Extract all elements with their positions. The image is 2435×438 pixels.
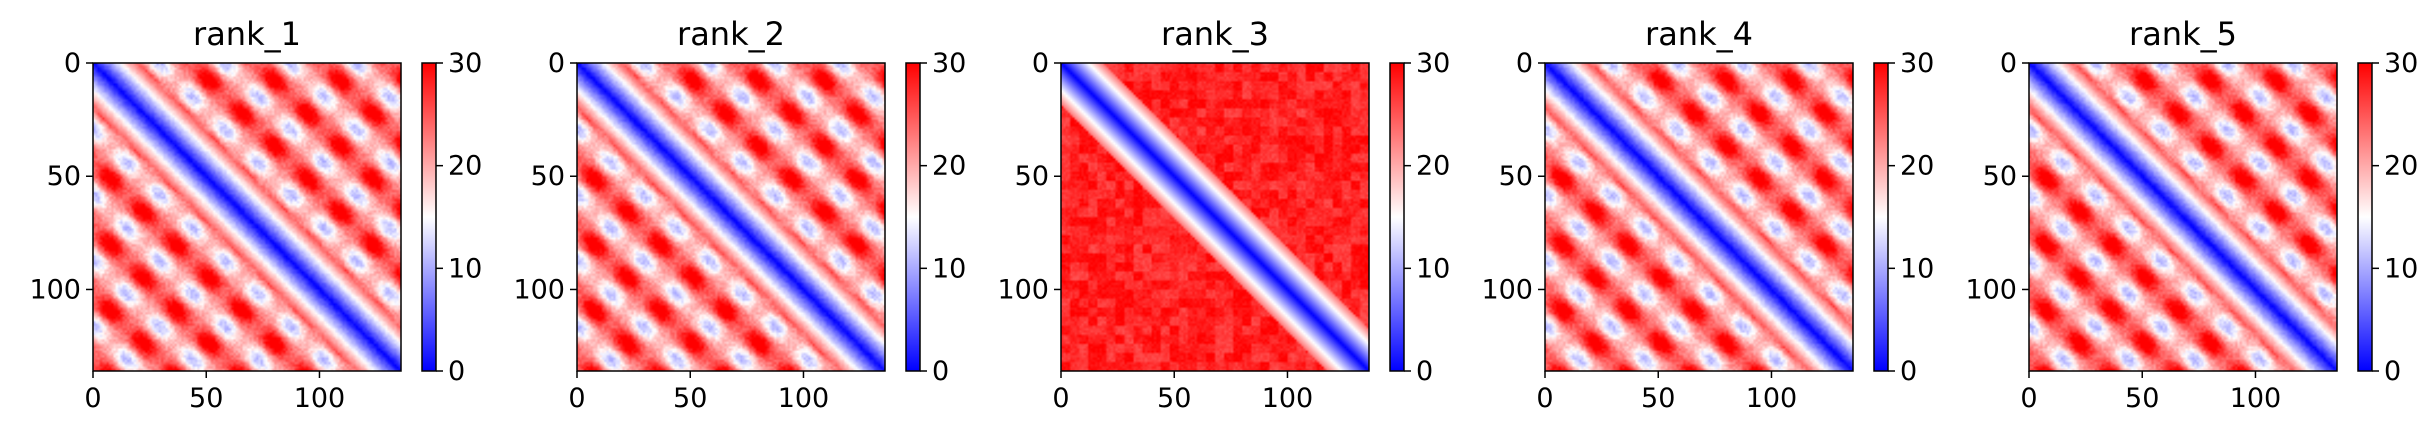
y-tick-label: 100 bbox=[513, 274, 565, 305]
subplot-title: rank_4 bbox=[1645, 15, 1753, 53]
x-tick-label: 0 bbox=[1536, 383, 1553, 414]
colorbar-frame bbox=[2357, 62, 2373, 372]
colorbar-tick-label: 20 bbox=[1900, 151, 1934, 182]
y-tick-label: 50 bbox=[1983, 161, 2017, 192]
x-tick-label: 100 bbox=[294, 383, 346, 414]
subplot-rank-5: rank_5 0 50 100 0 50 100 0 10 20 30 bbox=[1965, 15, 2418, 414]
heatmap-image bbox=[1061, 63, 1369, 371]
colorbar-tick-label: 0 bbox=[1416, 356, 1433, 387]
colorbar bbox=[1874, 63, 1888, 371]
colorbar-tick-label: 10 bbox=[448, 253, 482, 284]
heatmap-image bbox=[2029, 63, 2337, 371]
colorbar-tick-label: 0 bbox=[448, 356, 465, 387]
colorbar-tick-label: 30 bbox=[2384, 48, 2418, 79]
x-tick-label: 100 bbox=[778, 383, 830, 414]
subplot-rank-4: rank_4 0 50 100 0 50 100 0 10 20 30 bbox=[1481, 15, 1934, 414]
y-tick-label: 50 bbox=[47, 161, 81, 192]
colorbar-frame bbox=[905, 62, 921, 372]
subplot-title: rank_2 bbox=[677, 15, 785, 53]
y-tick-label: 50 bbox=[1499, 161, 1533, 192]
subplot-rank-1: rank_1 0 50 100 0 50 100 0 10 20 30 bbox=[29, 15, 482, 414]
colorbar-frame bbox=[421, 62, 437, 372]
y-tick-label: 100 bbox=[1965, 274, 2017, 305]
x-tick-label: 100 bbox=[1746, 383, 1798, 414]
colorbar-tick-label: 20 bbox=[932, 151, 966, 182]
x-tick-label: 50 bbox=[1641, 383, 1675, 414]
y-tick-label: 50 bbox=[531, 161, 565, 192]
axes-frame bbox=[92, 62, 402, 372]
colorbar-tick-label: 10 bbox=[1416, 253, 1450, 284]
x-tick-label: 0 bbox=[568, 383, 585, 414]
colorbar-tick-label: 10 bbox=[1900, 253, 1934, 284]
colorbar bbox=[2358, 63, 2372, 371]
heatmap-image bbox=[1545, 63, 1853, 371]
heatmap-image bbox=[93, 63, 401, 371]
colorbar-tick-label: 30 bbox=[932, 48, 966, 79]
subplot-rank-2: rank_2 0 50 100 0 50 100 0 10 20 30 bbox=[513, 15, 966, 414]
subplot-title: rank_1 bbox=[193, 15, 301, 53]
y-tick-label: 100 bbox=[1481, 274, 1533, 305]
axes-frame bbox=[1544, 62, 1854, 372]
x-tick-label: 0 bbox=[84, 383, 101, 414]
colorbar-tick-label: 30 bbox=[1900, 48, 1934, 79]
colorbar bbox=[906, 63, 920, 371]
colorbar-tick-label: 20 bbox=[2384, 151, 2418, 182]
colorbar-frame bbox=[1389, 62, 1405, 372]
colorbar-tick-label: 10 bbox=[2384, 253, 2418, 284]
colorbar bbox=[422, 63, 436, 371]
y-tick-label: 50 bbox=[1015, 161, 1049, 192]
colorbar-tick-label: 0 bbox=[1900, 356, 1917, 387]
x-tick-label: 50 bbox=[2125, 383, 2159, 414]
x-tick-label: 50 bbox=[189, 383, 223, 414]
heatmap-image bbox=[577, 63, 885, 371]
y-tick-label: 0 bbox=[2000, 48, 2017, 79]
colorbar-tick-label: 20 bbox=[448, 151, 482, 182]
y-tick-label: 0 bbox=[1516, 48, 1533, 79]
colorbar-tick-label: 20 bbox=[1416, 151, 1450, 182]
colorbar bbox=[1390, 63, 1404, 371]
subplot-title: rank_5 bbox=[2129, 15, 2237, 53]
axes-frame bbox=[2028, 62, 2338, 372]
x-tick-label: 0 bbox=[1052, 383, 1069, 414]
y-tick-label: 100 bbox=[29, 274, 81, 305]
x-tick-label: 50 bbox=[673, 383, 707, 414]
x-tick-label: 50 bbox=[1157, 383, 1191, 414]
subplot-rank-3: rank_3 0 50 100 0 50 100 0 10 20 30 bbox=[997, 15, 1450, 414]
y-tick-label: 0 bbox=[64, 48, 81, 79]
x-tick-label: 0 bbox=[2020, 383, 2037, 414]
colorbar-frame bbox=[1873, 62, 1889, 372]
y-tick-label: 100 bbox=[997, 274, 1049, 305]
subplot-title: rank_3 bbox=[1161, 15, 1269, 53]
axes-frame bbox=[1060, 62, 1370, 372]
y-tick-label: 0 bbox=[1032, 48, 1049, 79]
x-tick-label: 100 bbox=[1262, 383, 1314, 414]
colorbar-tick-label: 10 bbox=[932, 253, 966, 284]
x-tick-label: 100 bbox=[2230, 383, 2282, 414]
axes-frame bbox=[576, 62, 886, 372]
y-tick-label: 0 bbox=[548, 48, 565, 79]
colorbar-tick-label: 0 bbox=[2384, 356, 2401, 387]
colorbar-tick-label: 30 bbox=[448, 48, 482, 79]
colorbar-tick-label: 0 bbox=[932, 356, 949, 387]
colorbar-tick-label: 30 bbox=[1416, 48, 1450, 79]
